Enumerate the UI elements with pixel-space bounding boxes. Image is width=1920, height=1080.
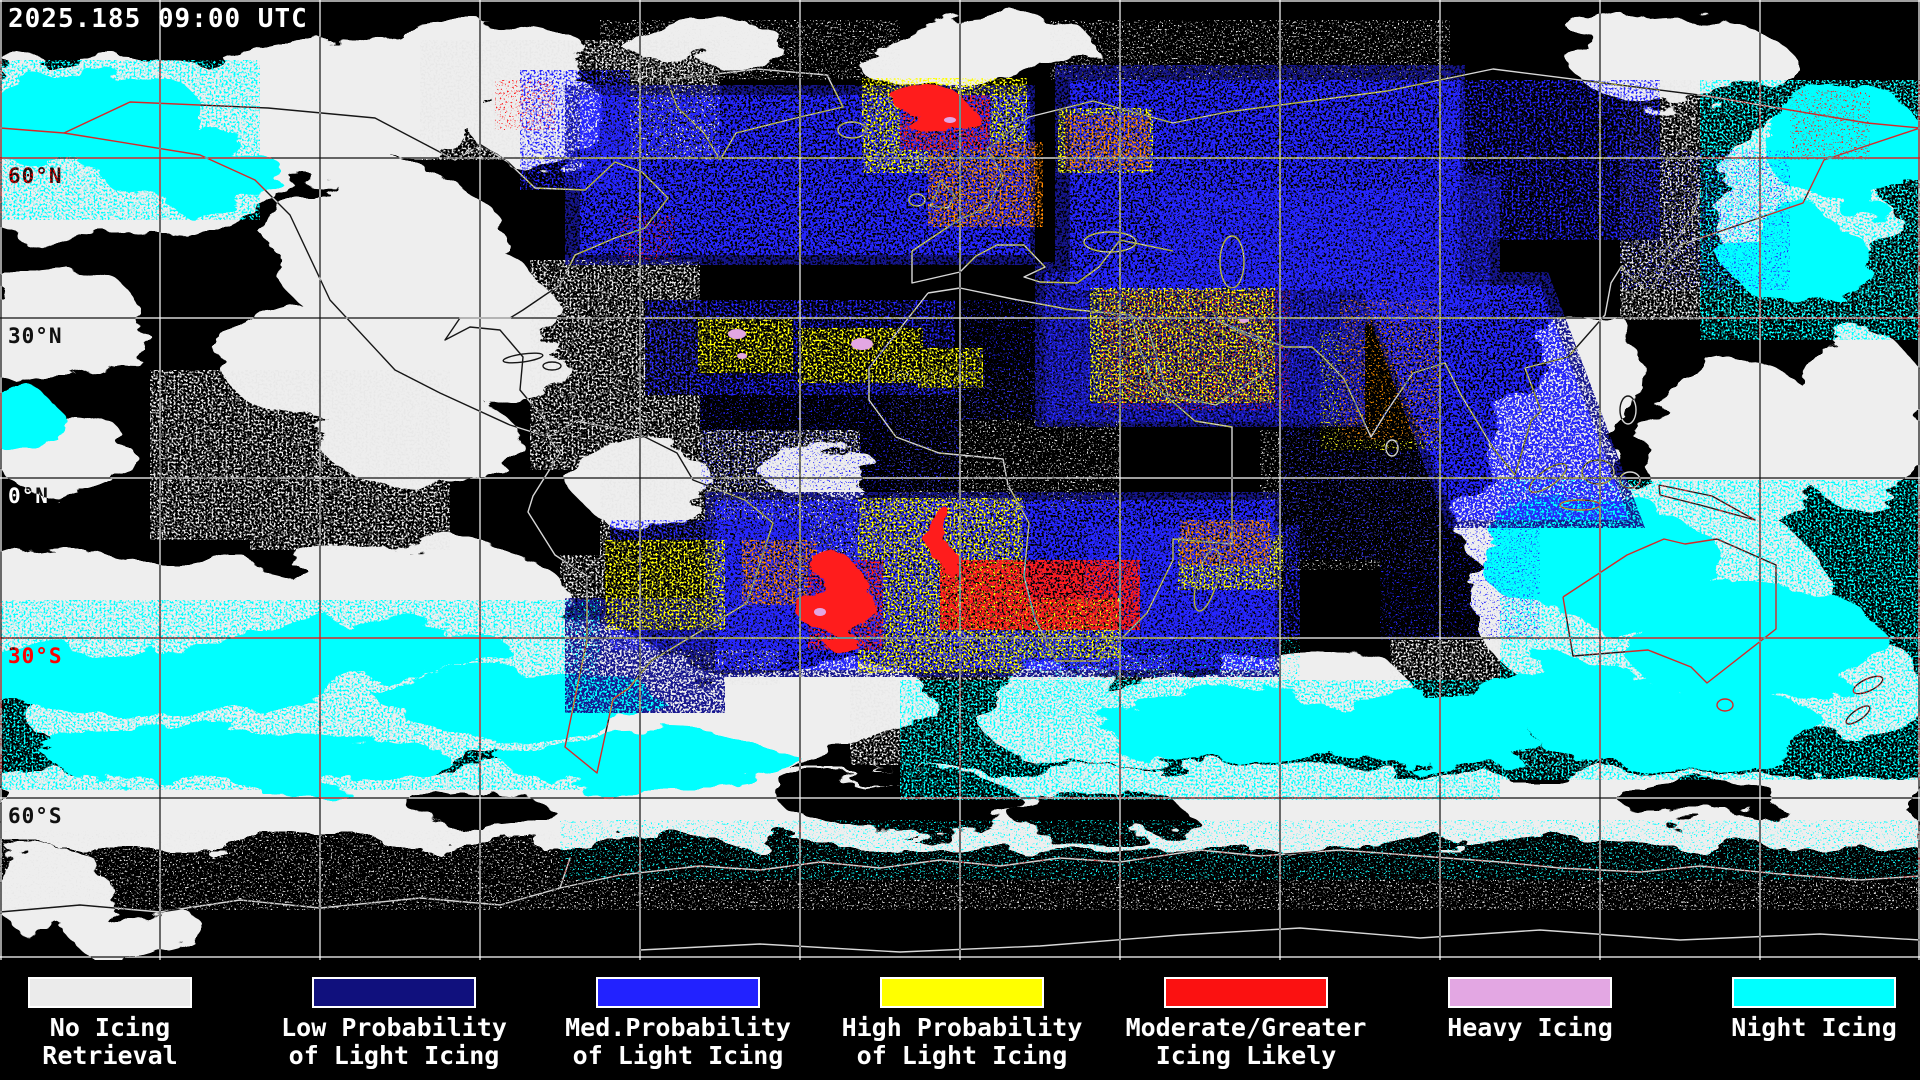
legend-label-line: of Light Icing <box>572 1041 784 1070</box>
heavy-icing-layer <box>728 117 1249 616</box>
legend-swatch <box>28 977 192 1008</box>
legend-label-line: No Icing <box>49 1013 171 1042</box>
legend-label-line: Retrieval <box>42 1041 178 1070</box>
legend-item: Med.Probability of Light Icing <box>536 960 820 1080</box>
legend-label-line: Low Probability <box>281 1013 507 1042</box>
graticule-grid <box>0 0 1920 960</box>
legend-label: No Icing Retrieval <box>0 1014 252 1070</box>
map-graphic <box>0 0 1920 960</box>
legend-swatch <box>596 977 760 1008</box>
legend-swatch <box>1164 977 1328 1008</box>
legend-item: Heavy Icing <box>1388 960 1672 1080</box>
coastline-layer <box>0 68 1920 953</box>
legend-label: Night Icing <box>1672 1014 1920 1042</box>
legend-label-line: Med.Probability <box>565 1013 791 1042</box>
legend-label: Heavy Icing <box>1388 1014 1672 1042</box>
legend-label: Med.Probability of Light Icing <box>536 1014 820 1070</box>
legend-swatch <box>1732 977 1896 1008</box>
legend-label-line: Icing Likely <box>1155 1041 1337 1070</box>
legend-item: Moderate/Greater Icing Likely <box>1104 960 1388 1080</box>
legend-label-line: Night Icing <box>1731 1013 1897 1042</box>
legend-label-line: High Probability <box>841 1013 1083 1042</box>
legend-item: High Probability of Light Icing <box>820 960 1104 1080</box>
legend-label: Low Probability of Light Icing <box>252 1014 536 1070</box>
legend-swatch <box>312 977 476 1008</box>
latitude-label: 0°N <box>8 484 49 508</box>
legend-label-line: of Light Icing <box>856 1041 1068 1070</box>
legend-label-line: Heavy Icing <box>1447 1013 1613 1042</box>
world-map: 2025.185 09:00 UTC 60°N 30°N 0°N 30°S 60°S <box>0 0 1920 960</box>
latitude-label: 30°S <box>8 644 63 668</box>
legend-bar: No Icing Retrieval Low Probability of Light… <box>0 960 1920 1080</box>
latitude-label: 60°N <box>8 164 63 188</box>
legend-swatch <box>880 977 1044 1008</box>
legend-label-line: Moderate/Greater <box>1125 1013 1367 1042</box>
latitude-label: 60°S <box>8 804 63 828</box>
legend-swatch <box>1448 977 1612 1008</box>
legend-item: Night Icing <box>1672 960 1920 1080</box>
latitude-label: 30°N <box>8 324 63 348</box>
legend-label: Moderate/Greater Icing Likely <box>1104 1014 1388 1070</box>
legend-item: No Icing Retrieval <box>0 960 252 1080</box>
legend-label: High Probability of Light Icing <box>820 1014 1104 1070</box>
legend-label-line: of Light Icing <box>288 1041 500 1070</box>
legend-item: Low Probability of Light Icing <box>252 960 536 1080</box>
timestamp: 2025.185 09:00 UTC <box>8 4 308 34</box>
